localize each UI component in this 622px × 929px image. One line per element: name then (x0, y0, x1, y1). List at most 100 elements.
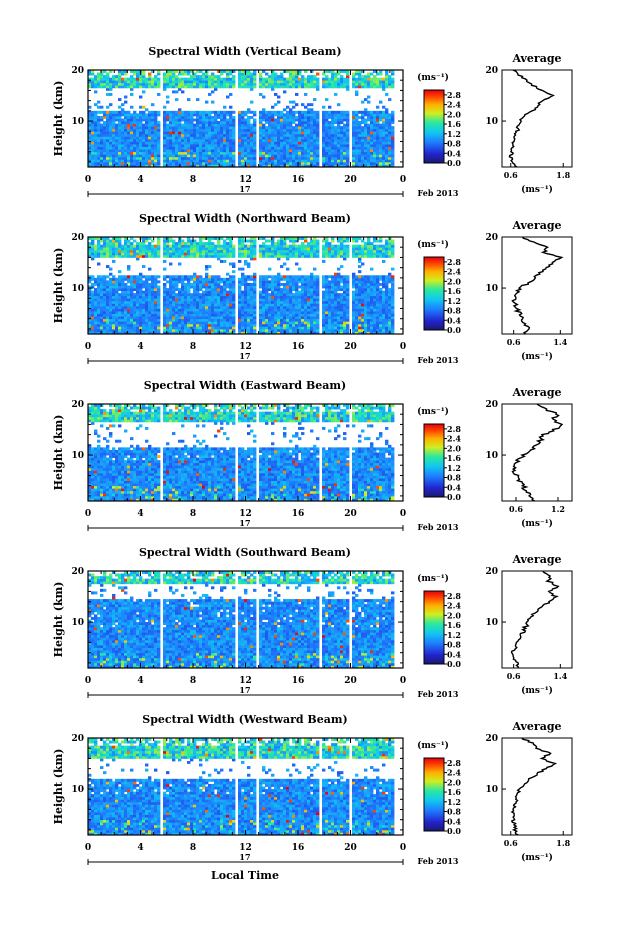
average-frame (501, 69, 573, 168)
x-tick-label: 0 (400, 175, 406, 185)
average-x-tick-label: 0.6 (507, 671, 521, 681)
average-y-tick-label: 10 (485, 785, 498, 795)
colorbar-tick-label: 0.0 (447, 826, 461, 836)
colorbar (423, 757, 445, 832)
day-label: 17 (239, 518, 250, 528)
colorbar-tick-label: 0.8 (447, 306, 461, 316)
x-tick-label: 16 (292, 676, 305, 686)
colorbar-unit-label: (ms⁻¹) (417, 573, 449, 584)
average-frame (501, 570, 573, 669)
colorbar-tick-label: 1.2 (447, 797, 461, 807)
average-x-label: (ms⁻¹) (521, 184, 553, 195)
x-tick-label: 16 (292, 509, 305, 519)
colorbar-tick-label: 0.8 (447, 139, 461, 149)
x-tick-label: 20 (344, 509, 357, 519)
colorbar (423, 89, 445, 164)
x-tick-label: 8 (190, 175, 196, 185)
colorbar-tick-label: 0.4 (447, 482, 461, 492)
y-tick-label: 20 (71, 400, 84, 410)
x-tick-label: 0 (400, 843, 406, 853)
x-tick-label: 12 (239, 509, 252, 519)
colorbar-tick-label: 1.6 (447, 286, 461, 296)
average-y-tick-label: 20 (485, 66, 498, 76)
colorbar-tick-label: 0.8 (447, 640, 461, 650)
colorbar-tick-label: 0.4 (447, 315, 461, 325)
x-tick-label: 0 (85, 175, 91, 185)
average-x-tick-label: 0.6 (504, 170, 518, 180)
x-tick-label: 8 (190, 676, 196, 686)
colorbar-tick-label: 0.0 (447, 325, 461, 335)
average-title: Average (511, 52, 561, 65)
colorbar-tick-label: 2.0 (447, 276, 461, 286)
heatmap-cells (88, 70, 395, 167)
x-tick-label: 4 (137, 676, 143, 686)
average-y-tick-label: 10 (485, 451, 498, 461)
colorbar-tick-label: 0.4 (447, 649, 461, 659)
month-label: Feb 2013 (418, 188, 459, 198)
x-tick-label: 0 (85, 676, 91, 686)
x-tick-label: 16 (292, 175, 305, 185)
average-x-label: (ms⁻¹) (521, 351, 553, 362)
x-tick-label: 12 (239, 175, 252, 185)
average-title: Average (511, 386, 561, 399)
x-tick-label: 20 (344, 342, 357, 352)
x-tick-label: 0 (400, 676, 406, 686)
average-x-tick-label: 1.2 (551, 504, 565, 514)
x-tick-label: 4 (137, 509, 143, 519)
colorbar (423, 423, 445, 498)
heatmap-cells (88, 571, 395, 668)
month-label: Feb 2013 (418, 355, 459, 365)
month-label: Feb 2013 (418, 856, 459, 866)
panel-2: Spectral Width (Eastward Beam) 0 4 8 12 16 20 0… (52, 379, 573, 532)
x-tick-label: 12 (239, 676, 252, 686)
panel-4: Spectral Width (Westward Beam) 0 4 8 12 16 20 0… (52, 713, 573, 866)
colorbar (423, 590, 445, 665)
average-title: Average (511, 720, 561, 733)
average-profile-line (508, 69, 555, 168)
average-x-tick-label: 1.8 (556, 838, 570, 848)
panel-1: Spectral Width (Northward Beam) 0 4 8 12 16 20… (52, 212, 573, 365)
average-x-tick-label: 0.6 (507, 337, 521, 347)
y-axis-label: Height (km) (52, 248, 65, 324)
average-title: Average (511, 219, 561, 232)
colorbar-tick-label: 1.2 (447, 129, 461, 139)
colorbar-tick-label: 0.8 (447, 807, 461, 817)
colorbar-tick-label: 1.6 (447, 453, 461, 463)
colorbar-tick-label: 0.4 (447, 816, 461, 826)
average-y-tick-label: 10 (485, 117, 498, 127)
heatmap-cells (88, 237, 395, 334)
panel-3: Spectral Width (Southward Beam) 0 4 8 12 16 20… (52, 546, 573, 699)
colorbar-unit-label: (ms⁻¹) (417, 406, 449, 417)
heatmap-cells (88, 404, 395, 501)
colorbar-tick-label: 2.8 (447, 591, 461, 601)
colorbar-tick-label: 2.0 (447, 443, 461, 453)
heatmap-cells (88, 738, 395, 835)
colorbar-tick-label: 2.4 (447, 100, 461, 110)
colorbar-tick-label: 2.4 (447, 434, 461, 444)
y-tick-label: 10 (71, 117, 84, 127)
y-tick-label: 20 (71, 567, 84, 577)
average-frame (501, 403, 573, 502)
colorbar-tick-label: 2.0 (447, 109, 461, 119)
colorbar-tick-label: 0.0 (447, 659, 461, 669)
x-tick-label: 0 (85, 843, 91, 853)
colorbar-unit-label: (ms⁻¹) (417, 72, 449, 83)
x-tick-label: 4 (137, 175, 143, 185)
average-y-tick-label: 10 (485, 284, 498, 294)
colorbar-tick-label: 2.0 (447, 610, 461, 620)
day-label: 17 (239, 852, 250, 862)
y-tick-label: 20 (71, 66, 84, 76)
x-tick-label: 4 (137, 843, 143, 853)
x-tick-label: 0 (85, 509, 91, 519)
colorbar-tick-label: 1.2 (447, 296, 461, 306)
colorbar-tick-label: 2.8 (447, 257, 461, 267)
colorbar-tick-label: 1.2 (447, 630, 461, 640)
x-tick-label: 4 (137, 342, 143, 352)
average-y-tick-label: 10 (485, 618, 498, 628)
day-label: 17 (239, 184, 250, 194)
average-frame (501, 737, 573, 836)
average-y-tick-label: 20 (485, 567, 498, 577)
colorbar-tick-label: 1.6 (447, 787, 461, 797)
y-axis-label: Height (km) (52, 749, 65, 825)
x-tick-label: 8 (190, 843, 196, 853)
